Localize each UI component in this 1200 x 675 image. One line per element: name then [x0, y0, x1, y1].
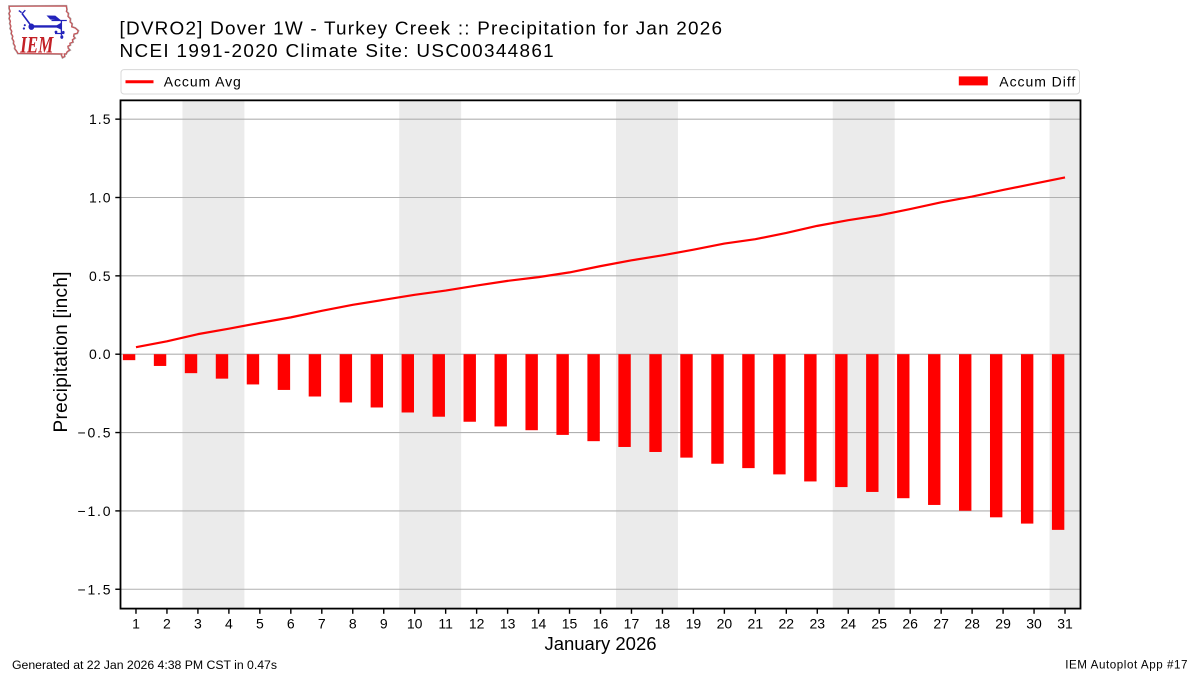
svg-text:16: 16: [593, 616, 609, 632]
svg-text:27: 27: [933, 616, 949, 632]
svg-text:8: 8: [349, 616, 357, 632]
svg-text:13: 13: [500, 616, 516, 632]
svg-text:[DVRO2] Dover 1W - Turkey Cree: [DVRO2] Dover 1W - Turkey Creek :: Preci…: [120, 18, 723, 39]
svg-text:6: 6: [287, 616, 295, 632]
svg-text:14: 14: [531, 616, 547, 632]
svg-text:2: 2: [163, 616, 171, 632]
svg-text:IEM: IEM: [20, 33, 55, 59]
svg-text:23: 23: [809, 616, 825, 632]
svg-text:1.0: 1.0: [89, 190, 111, 206]
svg-text:24: 24: [840, 616, 856, 632]
svg-text:22: 22: [779, 616, 795, 632]
svg-text:17: 17: [624, 616, 640, 632]
svg-text:NCEI 1991-2020 Climate Site: U: NCEI 1991-2020 Climate Site: USC00344861: [120, 41, 554, 62]
svg-text:7: 7: [318, 616, 326, 632]
svg-text:25: 25: [871, 616, 887, 632]
svg-text:29: 29: [995, 616, 1011, 632]
svg-text:10: 10: [407, 616, 423, 632]
svg-text:−1.5: −1.5: [78, 581, 111, 597]
svg-text:15: 15: [562, 616, 578, 632]
svg-text:IEM Autoplot App #17: IEM Autoplot App #17: [1065, 658, 1187, 671]
svg-text:1.5: 1.5: [89, 111, 111, 127]
svg-text:20: 20: [717, 616, 733, 632]
svg-text:January 2026: January 2026: [544, 633, 656, 654]
svg-text:Generated at 22 Jan 2026 4:38: Generated at 22 Jan 2026 4:38 PM CST in …: [12, 658, 277, 672]
svg-text:5: 5: [256, 616, 264, 632]
svg-text:11: 11: [438, 616, 453, 632]
svg-text:−0.5: −0.5: [78, 425, 111, 441]
svg-text:9: 9: [380, 616, 388, 632]
svg-text:1: 1: [132, 616, 140, 632]
svg-text:4: 4: [225, 616, 233, 632]
svg-text:19: 19: [686, 616, 702, 632]
svg-text:18: 18: [655, 616, 671, 632]
svg-text:Accum Avg: Accum Avg: [164, 73, 241, 89]
svg-text:31: 31: [1057, 616, 1073, 632]
svg-text:−1.0: −1.0: [78, 503, 111, 519]
svg-text:28: 28: [964, 616, 980, 632]
svg-text:3: 3: [194, 616, 202, 632]
svg-text:Precipitation [inch]: Precipitation [inch]: [51, 272, 72, 433]
svg-text:0.5: 0.5: [89, 268, 111, 284]
svg-text:12: 12: [469, 616, 485, 632]
svg-text:21: 21: [748, 616, 764, 632]
svg-text:30: 30: [1026, 616, 1042, 632]
svg-text:26: 26: [902, 616, 918, 632]
svg-text:Accum Diff: Accum Diff: [999, 73, 1075, 89]
svg-text:0.0: 0.0: [89, 346, 111, 362]
